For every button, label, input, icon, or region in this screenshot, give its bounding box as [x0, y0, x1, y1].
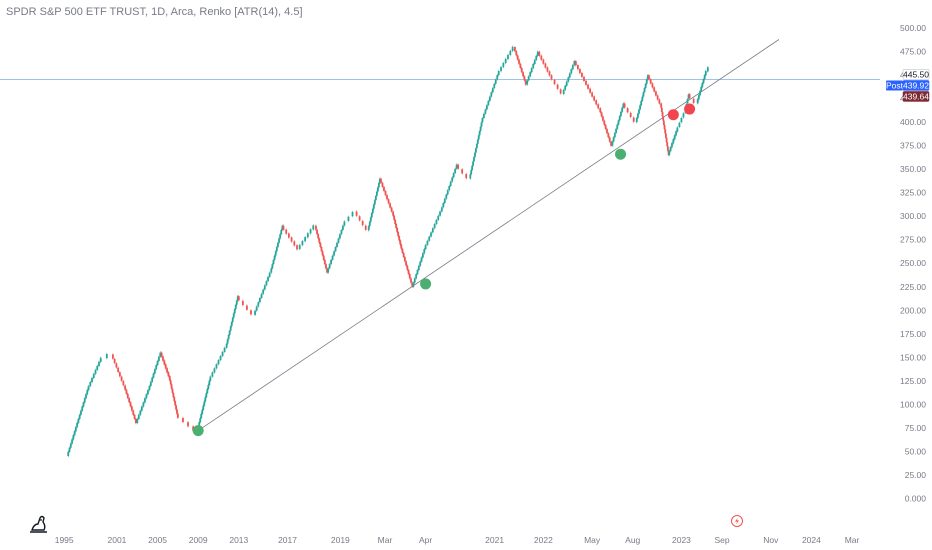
y-tick-label: 300.00 — [900, 211, 926, 221]
price-tag-label-bg — [886, 80, 903, 91]
y-tick-label: 25.00 — [905, 470, 927, 480]
x-tick-label: 2009 — [189, 535, 208, 545]
y-tick-label: 0.000 — [905, 493, 927, 503]
y-tick-label: 75.00 — [905, 423, 927, 433]
green-marker — [192, 425, 204, 437]
x-tick-label: Mar — [378, 535, 393, 545]
x-tick-label: Nov — [763, 535, 779, 545]
x-tick-label: 2019 — [331, 535, 350, 545]
flash-event-icon[interactable] — [731, 515, 743, 527]
x-tick-label: 2021 — [485, 535, 504, 545]
tradingview-logo-icon[interactable] — [30, 515, 47, 533]
x-tick-label: 2013 — [229, 535, 248, 545]
x-tick-label: 2001 — [108, 535, 127, 545]
x-tick-label: 2024 — [802, 535, 821, 545]
y-tick-label: 175.00 — [900, 329, 926, 339]
price-tag-label: Post — [886, 80, 904, 90]
chart-title: SPDR S&P 500 ETF TRUST, 1D, Arca, Renko … — [6, 6, 303, 18]
trendline-stroke[interactable] — [197, 39, 780, 431]
x-tick-label: 2005 — [148, 535, 167, 545]
x-axis: 1995 2001 2005 2009 2013 2017 2019 Mar Apr 2021 20… — [55, 535, 860, 545]
x-tick-label: 2017 — [278, 535, 297, 545]
y-tick-label: 500.00 — [900, 23, 926, 33]
y-tick-label: 150.00 — [900, 352, 926, 362]
markers — [192, 103, 696, 437]
x-tick-label: May — [584, 535, 601, 545]
x-tick-label: Apr — [419, 535, 432, 545]
x-tick-label: Aug — [625, 535, 640, 545]
y-tick-label: 100.00 — [900, 399, 926, 409]
red-marker — [684, 103, 696, 115]
y-tick-label: 375.00 — [900, 141, 926, 151]
y-tick-label: 200.00 — [900, 305, 926, 315]
red-marker — [667, 109, 679, 121]
green-marker — [615, 148, 627, 160]
x-tick-label: 2022 — [534, 535, 553, 545]
green-marker — [420, 278, 432, 290]
price-tag-value: 439.92 — [903, 80, 929, 90]
price-tag — [902, 69, 930, 80]
y-tick-label: 125.00 — [900, 376, 926, 386]
price-tag-value: 445.50 — [903, 69, 929, 79]
y-tick-label: 275.00 — [900, 235, 926, 245]
x-tick-label: 1995 — [55, 535, 74, 545]
y-tick-label: 475.00 — [900, 47, 926, 57]
renko-bricks — [67, 45, 709, 458]
y-tick-label: 225.00 — [900, 282, 926, 292]
y-axis: 0.000 25.00 50.00 75.00 100.00 125.00 150.00 17… — [900, 23, 926, 503]
y-tick-label: 325.00 — [900, 188, 926, 198]
x-tick-label: Mar — [845, 535, 860, 545]
trendline[interactable] — [197, 39, 780, 431]
y-tick-label: 250.00 — [900, 258, 926, 268]
price-tag — [902, 91, 930, 102]
price-tag-value: 439.64 — [903, 91, 929, 101]
y-tick-label: 50.00 — [905, 446, 927, 456]
y-tick-label: 350.00 — [900, 164, 926, 174]
x-tick-label: Sep — [714, 535, 729, 545]
x-tick-label: 2023 — [672, 535, 691, 545]
y-tick-label: 400.00 — [900, 117, 926, 127]
